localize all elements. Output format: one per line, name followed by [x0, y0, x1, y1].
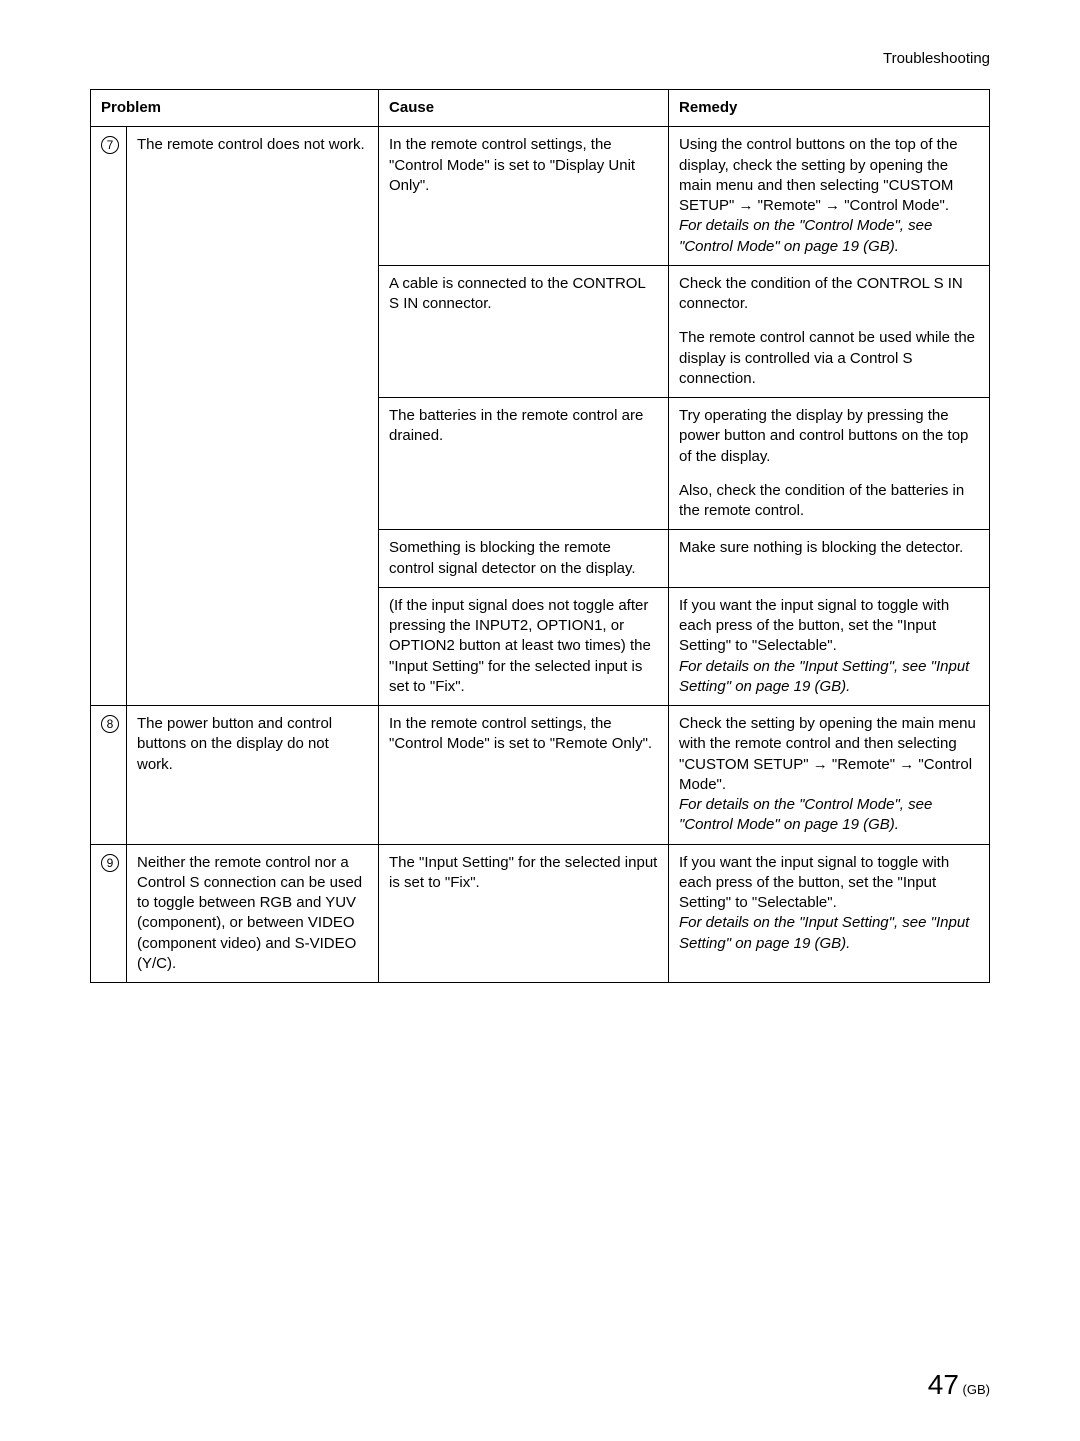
remedy-note: For details on the "Input Setting", see …: [679, 914, 969, 951]
troubleshooting-table: Problem Cause Remedy 7 The remote contro…: [90, 89, 990, 983]
remedy-text-2: The remote control cannot be used while …: [679, 329, 975, 387]
cause-cell: In the remote control settings, the "Con…: [379, 706, 669, 845]
remedy-text: Check the setting by opening the main me…: [679, 715, 976, 793]
remedy-text: Using the control buttons on the top of …: [679, 136, 958, 214]
cause-cell: In the remote control settings, the "Con…: [379, 127, 669, 266]
col-remedy: Remedy: [669, 90, 990, 127]
remedy-cell: Try operating the display by pressing th…: [669, 398, 990, 530]
remedy-note: For details on the "Control Mode", see "…: [679, 217, 932, 254]
table-row: 7 The remote control does not work. In t…: [91, 127, 990, 266]
page-number-value: 47: [928, 1369, 959, 1400]
page-number: 47 (GB): [928, 1369, 990, 1401]
remedy-text: Try operating the display by pressing th…: [679, 407, 968, 465]
table-row: 9 Neither the remote control nor a Contr…: [91, 844, 990, 983]
row-number: 7: [91, 127, 127, 706]
remedy-cell: Make sure nothing is blocking the detect…: [669, 530, 990, 588]
cause-cell: Something is blocking the remote control…: [379, 530, 669, 588]
circled-number: 9: [101, 854, 119, 872]
cause-cell: The "Input Setting" for the selected inp…: [379, 844, 669, 983]
col-cause: Cause: [379, 90, 669, 127]
table-row: 8 The power button and control buttons o…: [91, 706, 990, 845]
remedy-cell: Check the condition of the CONTROL S IN …: [669, 265, 990, 397]
col-problem: Problem: [91, 90, 379, 127]
remedy-cell: Check the setting by opening the main me…: [669, 706, 990, 845]
remedy-text-2: Also, check the condition of the batteri…: [679, 482, 964, 519]
problem-cell: The power button and control buttons on …: [127, 706, 379, 845]
cause-cell: (If the input signal does not toggle aft…: [379, 587, 669, 705]
page-number-suffix: (GB): [959, 1382, 990, 1397]
remedy-cell: Using the control buttons on the top of …: [669, 127, 990, 266]
table-header-row: Problem Cause Remedy: [91, 90, 990, 127]
problem-cell: Neither the remote control nor a Control…: [127, 844, 379, 983]
remedy-text: Check the condition of the CONTROL S IN …: [679, 275, 963, 312]
remedy-text: If you want the input signal to toggle w…: [679, 597, 949, 655]
problem-cell: The remote control does not work.: [127, 127, 379, 706]
remedy-text: If you want the input signal to toggle w…: [679, 854, 949, 912]
cause-cell: The batteries in the remote control are …: [379, 398, 669, 530]
remedy-cell: If you want the input signal to toggle w…: [669, 844, 990, 983]
remedy-cell: If you want the input signal to toggle w…: [669, 587, 990, 705]
remedy-note: For details on the "Control Mode", see "…: [679, 796, 932, 833]
cause-cell: A cable is connected to the CONTROL S IN…: [379, 265, 669, 397]
remedy-note: For details on the "Input Setting", see …: [679, 658, 969, 695]
row-number: 8: [91, 706, 127, 845]
circled-number: 8: [101, 715, 119, 733]
circled-number: 7: [101, 136, 119, 154]
section-header: Troubleshooting: [90, 50, 990, 67]
row-number: 9: [91, 844, 127, 983]
